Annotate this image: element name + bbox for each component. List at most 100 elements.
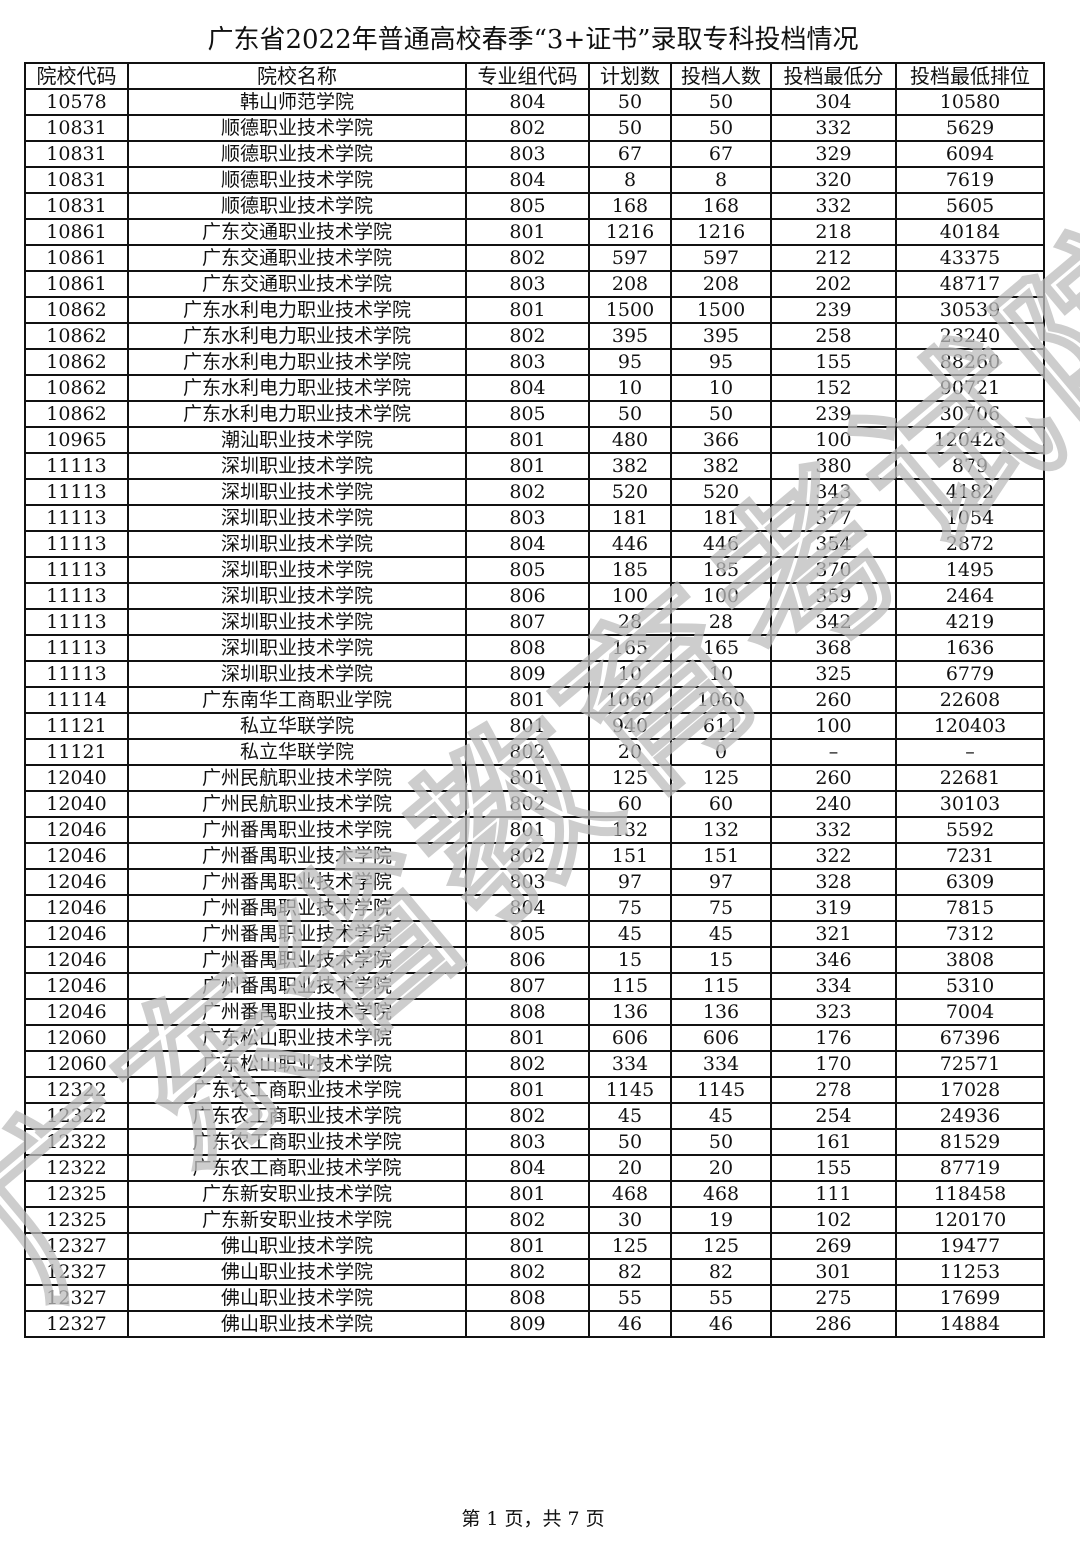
cell-admitted-count: 125 [670,1232,772,1260]
cell-min-score: 322 [770,842,897,870]
cell-min-rank: 72571 [895,1050,1045,1078]
cell-plan-count: 395 [588,322,672,350]
cell-school-code: 12046 [24,842,129,870]
cell-group-code: 808 [465,998,590,1026]
cell-min-score: 377 [770,504,897,532]
table-row: 12046 广州番禺职业技术学院 808 136 136 323 7004 [24,998,1045,1026]
cell-plan-count: 28 [588,608,672,636]
cell-school-code: 11113 [24,634,129,662]
cell-group-code: 801 [465,1232,590,1260]
cell-min-rank: 118458 [895,1180,1045,1208]
table-row: 12327 佛山职业技术学院 808 55 55 275 17699 [24,1284,1045,1312]
cell-school-name: 广州番禺职业技术学院 [127,868,467,896]
header-plan-count: 计划数 [588,62,672,90]
cell-min-score: 329 [770,140,897,168]
table-row: 12327 佛山职业技术学院 801 125 125 269 19477 [24,1232,1045,1260]
cell-admitted-count: 1145 [670,1076,772,1104]
cell-min-rank: 5310 [895,972,1045,1000]
cell-school-code: 10861 [24,244,129,272]
cell-min-score: 380 [770,452,897,480]
cell-school-code: 11113 [24,582,129,610]
cell-admitted-count: 50 [670,1128,772,1156]
cell-min-rank: 48717 [895,270,1045,298]
table-row: 12046 广州番禺职业技术学院 805 45 45 321 7312 [24,920,1045,948]
cell-group-code: 801 [465,1180,590,1208]
cell-school-code: 12325 [24,1206,129,1234]
cell-school-code: 10862 [24,348,129,376]
cell-school-code: 11113 [24,660,129,688]
cell-admitted-count: 136 [670,998,772,1026]
cell-school-name: 顺德职业技术学院 [127,114,467,142]
cell-min-rank: – [895,738,1045,766]
cell-admitted-count: 50 [670,114,772,142]
cell-min-score: 102 [770,1206,897,1234]
cell-school-name: 广东水利电力职业技术学院 [127,400,467,428]
cell-group-code: 801 [465,686,590,714]
table-row: 11113 深圳职业技术学院 808 165 165 368 1636 [24,634,1045,662]
cell-group-code: 803 [465,140,590,168]
cell-admitted-count: 10 [670,374,772,402]
cell-admitted-count: 125 [670,764,772,792]
cell-min-rank: 4219 [895,608,1045,636]
cell-admitted-count: 468 [670,1180,772,1208]
cell-school-code: 11113 [24,530,129,558]
header-min-score: 投档最低分 [770,62,897,90]
cell-min-score: 155 [770,1154,897,1182]
table-row: 10862 广东水利电力职业技术学院 805 50 50 239 30706 [24,400,1045,428]
cell-group-code: 801 [465,296,590,324]
cell-school-name: 广东水利电力职业技术学院 [127,322,467,350]
cell-admitted-count: 20 [670,1154,772,1182]
cell-school-name: 深圳职业技术学院 [127,582,467,610]
cell-min-score: 332 [770,192,897,220]
cell-plan-count: 45 [588,1102,672,1130]
cell-group-code: 801 [465,764,590,792]
cell-min-rank: 1495 [895,556,1045,584]
cell-min-rank: 879 [895,452,1045,480]
cell-group-code: 805 [465,192,590,220]
cell-school-name: 广东交通职业技术学院 [127,218,467,246]
cell-min-rank: 24936 [895,1102,1045,1130]
cell-school-code: 10578 [24,88,129,116]
cell-school-name: 广州番禺职业技术学院 [127,946,467,974]
cell-plan-count: 125 [588,764,672,792]
table-row: 11121 私立华联学院 802 20 0– – [24,738,1045,766]
cell-min-rank: 6309 [895,868,1045,896]
cell-min-rank: 5629 [895,114,1045,142]
cell-group-code: 801 [465,816,590,844]
cell-min-score: 370 [770,556,897,584]
cell-min-rank: 22681 [895,764,1045,792]
cell-group-code: 802 [465,1258,590,1286]
cell-school-code: 11114 [24,686,129,714]
cell-school-name: 深圳职业技术学院 [127,530,467,558]
table-row: 12046 广州番禺职业技术学院 801 132 132 332 5592 [24,816,1045,844]
table-row: 12046 广州番禺职业技术学院 806 15 15 346 3808 [24,946,1045,974]
cell-school-name: 顺德职业技术学院 [127,192,467,220]
cell-school-code: 12060 [24,1050,129,1078]
table-row: 12325 广东新安职业技术学院 802 30 19 102 120170 [24,1206,1045,1234]
cell-school-code: 10862 [24,400,129,428]
cell-admitted-count: 185 [670,556,772,584]
cell-min-rank: 22608 [895,686,1045,714]
cell-plan-count: 185 [588,556,672,584]
cell-min-rank: 5605 [895,192,1045,220]
cell-plan-count: 132 [588,816,672,844]
cell-school-code: 12040 [24,790,129,818]
page-footer: 第 1 页，共 7 页 [461,1508,605,1530]
cell-group-code: 807 [465,608,590,636]
cell-min-score: 176 [770,1024,897,1052]
cell-group-code: 801 [465,1076,590,1104]
table-row: 12046 广州番禺职业技术学院 804 75 75 319 7815 [24,894,1045,922]
cell-school-name: 广东农工商职业技术学院 [127,1076,467,1104]
cell-plan-count: 82 [588,1258,672,1286]
cell-admitted-count: 15 [670,946,772,974]
cell-min-score: 334 [770,972,897,1000]
cell-min-rank: 67396 [895,1024,1045,1052]
cell-group-code: 801 [465,1024,590,1052]
cell-group-code: 803 [465,1128,590,1156]
cell-min-rank: 1054 [895,504,1045,532]
cell-min-score: 286 [770,1310,897,1338]
cell-plan-count: 940 [588,712,672,740]
cell-group-code: 808 [465,634,590,662]
cell-school-code: 10862 [24,322,129,350]
cell-plan-count: 50 [588,88,672,116]
